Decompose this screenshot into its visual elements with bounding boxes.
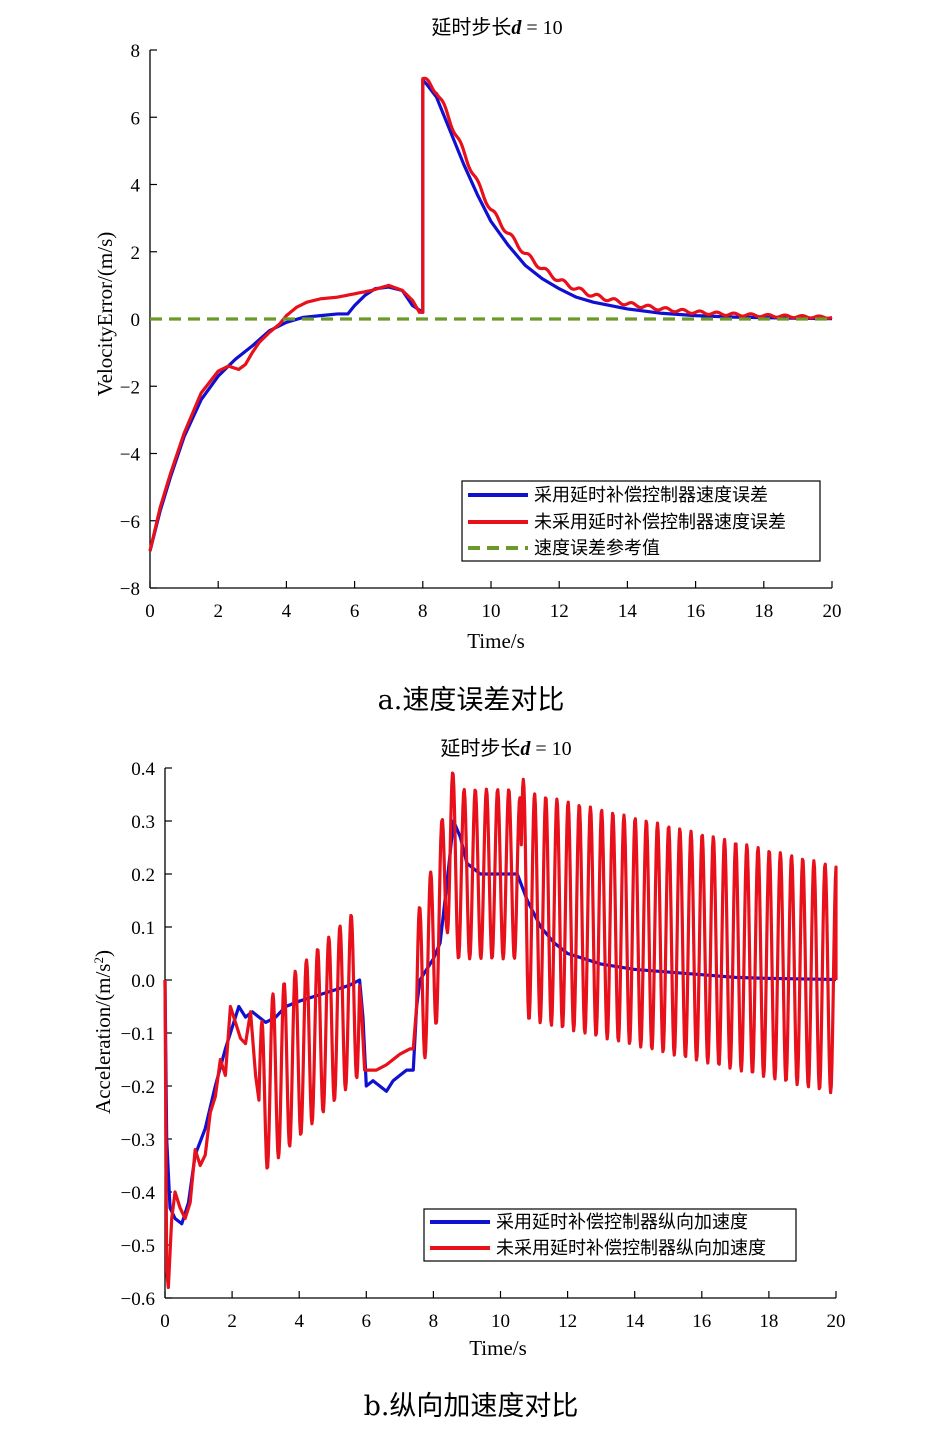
x-tick-label: 0: [145, 601, 155, 622]
legend-b-label-1: 未采用延时补偿控制器纵向加速度: [496, 1238, 766, 1259]
x-tick-label: 4: [294, 1311, 304, 1332]
x-tick-label: 12: [550, 601, 569, 622]
y-tick-label: 0.3: [131, 812, 155, 833]
legend-b-label-0: 采用延时补偿控制器纵向加速度: [496, 1212, 748, 1233]
x-tick-label: 14: [625, 1311, 645, 1332]
y-tick-label: −0.3: [121, 1130, 155, 1151]
chart-b-ticks: 0 2 4 6 8 10 12 14 16 18 20 −0.6 −0.5 −0.4 −0.3 −0.2 −0.…: [121, 759, 846, 1332]
x-tick-label: 2: [213, 601, 223, 622]
chart-b-title: 延时步长d = 10: [440, 736, 571, 760]
x-tick-label: 0: [160, 1311, 170, 1332]
x-tick-label: 16: [686, 601, 705, 622]
legend-a-label-0: 采用延时补偿控制器速度误差: [534, 485, 768, 506]
y-tick-label: −0.4: [121, 1183, 156, 1204]
y-tick-label: 8: [131, 41, 141, 62]
chart-a-caption: a.速度误差对比: [378, 685, 565, 716]
x-tick-label: 2: [227, 1311, 237, 1332]
y-tick-label: 0: [131, 310, 141, 331]
y-tick-label: −4: [120, 445, 141, 466]
x-tick-label: 16: [692, 1311, 711, 1332]
y-tick-label: −6: [120, 512, 140, 533]
chart-a-xlabel: Time/s: [467, 629, 525, 653]
y-tick-label: −2: [120, 377, 140, 398]
chart-b-ylabel: Acceleration/(m/s2): [91, 950, 116, 1114]
chart-a-legend: 采用延时补偿控制器速度误差 未采用延时补偿控制器速度误差 速度误差参考值: [461, 480, 821, 562]
x-tick-label: 20: [827, 1311, 846, 1332]
y-tick-label: −8: [120, 579, 140, 600]
x-tick-label: 18: [759, 1311, 778, 1332]
x-tick-label: 20: [823, 601, 842, 622]
chart-a-lines: [148, 76, 833, 552]
chart-b-xlabel: Time/s: [469, 1336, 527, 1360]
x-tick-label: 4: [282, 601, 292, 622]
y-tick-label: −0.5: [121, 1236, 155, 1257]
x-tick-label: 6: [362, 1311, 372, 1332]
y-tick-label: 2: [131, 243, 141, 264]
velocity-error-chart: 延时步长d = 10 0 2 4 6 8 10 12 14 16 18 20 −8 −6 −4 −2 0 2 4 6…: [93, 15, 842, 716]
y-tick-label: 0.1: [131, 918, 155, 939]
legend-a-label-2: 速度误差参考值: [534, 538, 660, 559]
series-line-a-1: [148, 76, 833, 552]
chart-b-legend: 采用延时补偿控制器纵向加速度 未采用延时补偿控制器纵向加速度: [423, 1208, 797, 1262]
chart-a-ylabel: VelocityError/(m/s): [93, 232, 117, 396]
x-tick-label: 14: [618, 601, 638, 622]
chart-b-caption: b.纵向加速度对比: [364, 1391, 579, 1422]
legend-a-label-1: 未采用延时补偿控制器速度误差: [534, 512, 786, 533]
y-tick-label: 6: [131, 108, 141, 129]
chart-b-lines: [163, 771, 838, 1289]
chart-b-legend-box: [423, 1208, 797, 1262]
y-tick-label: −0.1: [121, 1024, 155, 1045]
x-tick-label: 8: [429, 1311, 439, 1332]
y-tick-label: −0.2: [121, 1077, 155, 1098]
x-tick-label: 6: [350, 601, 360, 622]
x-tick-label: 10: [491, 1311, 510, 1332]
series-line-b-1: [163, 771, 838, 1289]
acceleration-chart: 延时步长d = 10 0 2 4 6 8 10 12 14 16 18 20 −0.6 −0.5 −0.4…: [91, 736, 846, 1422]
y-tick-label: 0.2: [131, 865, 155, 886]
y-tick-label: 0.0: [131, 971, 155, 992]
x-tick-label: 10: [482, 601, 501, 622]
chart-a-title: 延时步长d = 10: [431, 15, 562, 39]
chart-a-ticks: 0 2 4 6 8 10 12 14 16 18 20 −8 −6 −4 −2 0 2 4 6 8: [120, 41, 842, 622]
x-tick-label: 12: [558, 1311, 577, 1332]
x-tick-label: 18: [754, 601, 773, 622]
y-tick-label: 0.4: [131, 759, 155, 780]
x-tick-label: 8: [418, 601, 428, 622]
y-tick-label: −0.6: [121, 1289, 155, 1310]
y-tick-label: 4: [131, 176, 141, 197]
